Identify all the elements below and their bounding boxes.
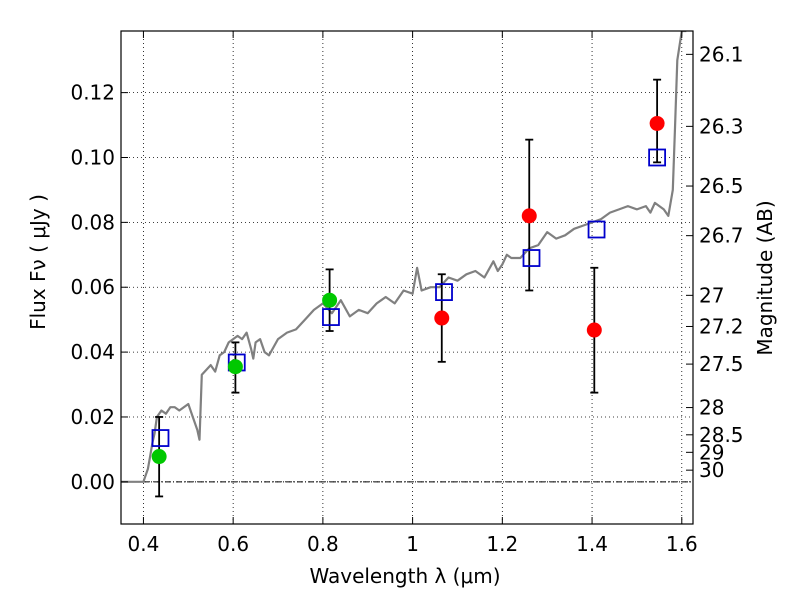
optical-detection-point (151, 449, 167, 465)
x-tick-label: 0.8 (307, 532, 339, 556)
x-tick-label: 1.2 (486, 532, 518, 556)
template-sed-line (121, 31, 687, 483)
magnitude-tick-label: 26.1 (699, 42, 744, 66)
x-tick-label: 1.4 (576, 532, 608, 556)
y-axis-title: Flux Fν ( μJy ) (26, 194, 50, 330)
y-tick-label: 0.06 (70, 275, 115, 299)
y-tick-label: 0.12 (70, 81, 115, 105)
nir-detection-point (434, 310, 450, 326)
magnitude-tick-label: 26.7 (699, 224, 744, 248)
magnitude-tick-label: 26.3 (699, 114, 744, 138)
magnitude-tick-label: 29 (699, 440, 724, 464)
y-tick-label: 0.04 (70, 340, 115, 364)
model-photometry-square (522, 249, 541, 267)
magnitude-tick-label: 27.2 (699, 314, 744, 338)
magnitude-tick-label: 27.5 (699, 352, 744, 376)
model-photometry-square (151, 429, 170, 447)
y-tick-label: 0.00 (70, 470, 115, 494)
model-photometry-square (587, 220, 606, 239)
magnitude-tick-label: 28 (699, 396, 724, 420)
y-tick-label: 0.10 (70, 145, 115, 169)
series-layer (121, 31, 687, 498)
ticks (121, 31, 693, 524)
magnitude-tick-label: 26.5 (699, 174, 744, 198)
y-tick-label: 0.02 (70, 405, 115, 429)
x-tick-label: 0.4 (128, 532, 160, 556)
model-photometry-square (435, 283, 453, 301)
plot-frame (120, 30, 694, 525)
magnitude-tick-label: 27 (699, 283, 724, 307)
nir-detection-point (521, 208, 537, 224)
magnitude-tick-label: 28.5 (699, 423, 744, 447)
model-photometry-square (648, 148, 667, 167)
magnitude-tick-label: 30 (699, 458, 724, 482)
x-tick-label: 1.6 (666, 532, 698, 556)
model-photometry-square (322, 308, 340, 326)
y-tick-label: 0.08 (70, 210, 115, 234)
x-tick-label: 0.6 (217, 532, 249, 556)
optical-detection-point (227, 359, 243, 375)
nir-detection-point (649, 115, 665, 131)
nir-detection-point (586, 322, 602, 338)
optical-detection-point (322, 292, 338, 308)
x-axis-title: Wavelength λ (μm) (309, 564, 500, 588)
x-tick-label: 1 (406, 532, 419, 556)
tick-labels: 0.4 0.6 0.8 1 1.2 1.4 1.6 0.00 0.02 0.04 0.06 0.08 0… (70, 42, 743, 556)
plot-area (121, 31, 687, 498)
y2-axis-title: Magnitude (AB) (753, 200, 777, 355)
